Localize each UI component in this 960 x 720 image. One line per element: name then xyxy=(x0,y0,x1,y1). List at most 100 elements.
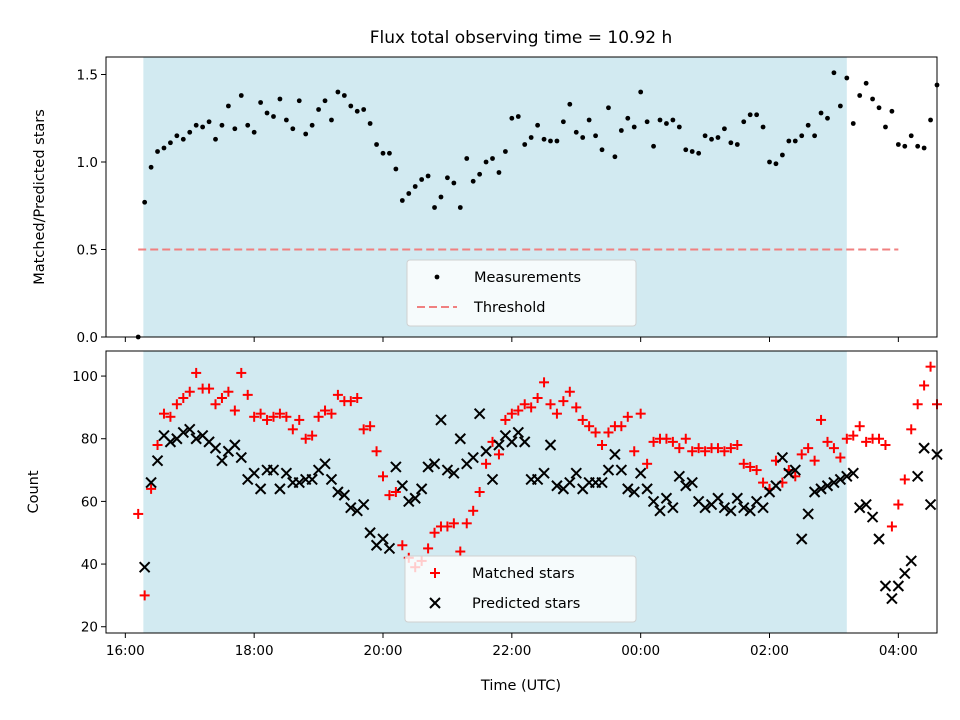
measurement-point xyxy=(528,135,534,140)
matched-star-point xyxy=(165,411,176,422)
predicted-star-point-b xyxy=(905,555,917,567)
matched-star-point xyxy=(912,399,923,410)
predicted-star-point xyxy=(757,501,769,514)
matched-star-point xyxy=(474,487,485,497)
measurement-point xyxy=(393,166,399,172)
measurement-point xyxy=(457,205,463,210)
predicted-star-point-b xyxy=(564,476,576,489)
matched-star-point xyxy=(210,399,221,410)
predicted-star-point-b xyxy=(235,451,247,464)
measurement-point xyxy=(180,136,186,142)
x-axis-label: Time (UTC) xyxy=(480,678,561,694)
measurement-point xyxy=(434,274,440,280)
measurement-point xyxy=(258,100,264,105)
matched-star-point xyxy=(429,527,440,538)
measurement-point xyxy=(722,126,727,132)
measurement-point xyxy=(734,142,740,147)
measurement-point xyxy=(638,89,644,95)
predicted-star-point-b xyxy=(229,439,241,451)
predicted-star-point xyxy=(248,467,260,479)
predicted-star-point xyxy=(834,473,847,486)
matched-star-point xyxy=(564,386,575,397)
predicted-star-point-b xyxy=(551,480,563,492)
measurement-point xyxy=(612,154,618,160)
ratio-x-ticks xyxy=(124,337,899,342)
measurement-point xyxy=(193,122,199,128)
predicted-star-point-b xyxy=(441,464,454,476)
predicted-star-point xyxy=(686,476,698,489)
predicted-star-point-b xyxy=(190,433,202,445)
count-panel: 20 40 60 80 100 16:00 18:00 20:00 22:00 00:00 02:… xyxy=(26,350,943,659)
measurement-point xyxy=(818,110,824,116)
predicted-star-point xyxy=(602,464,615,476)
predicted-star-points xyxy=(138,407,943,605)
matched-star-point xyxy=(332,389,343,400)
ratio-legend: Measurements Threshold xyxy=(406,259,637,327)
matched-star-point xyxy=(191,367,202,378)
matched-star-point xyxy=(236,367,247,378)
matched-star-point xyxy=(732,440,743,450)
matched-star-point xyxy=(255,408,266,419)
matched-star-point xyxy=(513,405,524,416)
y-tick-label: 1.0 xyxy=(77,155,98,171)
predicted-star-point-b xyxy=(860,498,872,511)
measurement-point xyxy=(438,194,444,200)
predicted-star-point-b xyxy=(892,580,905,592)
measurement-point xyxy=(773,161,779,167)
matched-star-point xyxy=(378,471,388,482)
matched-star-point xyxy=(526,402,537,413)
x-tick-label: 16:00 xyxy=(106,643,145,659)
measurement-point xyxy=(406,191,412,196)
predicted-star-point xyxy=(473,407,486,420)
predicted-star-point xyxy=(718,501,731,514)
predicted-star-point xyxy=(866,511,879,523)
predicted-star-point xyxy=(783,467,795,479)
predicted-star-point-b xyxy=(138,561,151,573)
predicted-star-point xyxy=(828,476,840,489)
matched-star-point xyxy=(223,386,234,397)
matched-star-point xyxy=(519,399,530,410)
measurement-point xyxy=(490,156,495,161)
x-tick-label: 18:00 xyxy=(235,643,274,659)
predicted-star-point xyxy=(145,476,157,489)
measurement-point xyxy=(348,103,354,109)
matched-star-point xyxy=(146,483,157,494)
measurement-point xyxy=(238,93,244,98)
predicted-star-point-b xyxy=(177,426,190,439)
predicted-star-point xyxy=(325,473,338,486)
measurement-point xyxy=(606,105,611,111)
predicted-star-point xyxy=(564,476,576,489)
matched-star-point xyxy=(294,414,305,425)
matched-star-point xyxy=(822,436,833,447)
measurement-point xyxy=(477,171,483,177)
matched-star-point xyxy=(500,414,511,425)
predicted-star-point-b xyxy=(280,467,293,479)
measurement-point xyxy=(560,119,566,125)
measurement-point xyxy=(676,124,682,130)
predicted-star-point-b xyxy=(692,495,705,508)
measurement-point xyxy=(535,122,541,128)
matched-star-point xyxy=(751,465,762,476)
matched-star-point xyxy=(461,518,472,529)
measurement-point xyxy=(303,131,309,137)
matched-star-point xyxy=(919,380,930,391)
measurement-point xyxy=(844,75,850,81)
predicted-star-point xyxy=(609,448,621,461)
x-tick-label: 20:00 xyxy=(364,643,403,659)
predicted-star-point-b xyxy=(512,426,524,439)
predicted-star-point-b xyxy=(686,476,698,489)
predicted-star-point xyxy=(699,501,711,514)
measurement-point xyxy=(341,93,347,98)
predicted-star-point xyxy=(506,436,518,448)
measurement-point xyxy=(554,138,560,144)
predicted-star-point-b xyxy=(493,439,505,451)
measurement-point xyxy=(567,101,573,107)
matched-star-point xyxy=(493,449,504,460)
measurement-point xyxy=(902,143,908,149)
predicted-star-point xyxy=(209,442,222,454)
predicted-star-point xyxy=(841,470,853,483)
predicted-star-point-b xyxy=(428,458,441,470)
matched-star-point xyxy=(693,443,704,454)
matched-star-point xyxy=(532,393,543,403)
predicted-star-point xyxy=(680,480,692,492)
